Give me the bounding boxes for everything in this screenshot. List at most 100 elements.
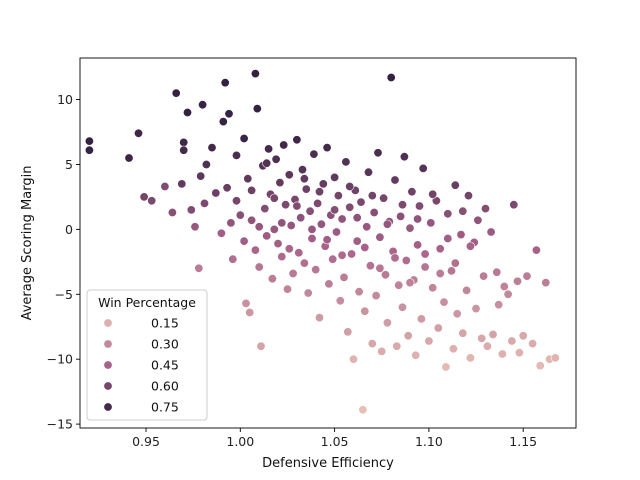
- data-point: [354, 287, 364, 297]
- data-point: [262, 158, 272, 168]
- data-point: [448, 344, 458, 354]
- data-point: [218, 117, 228, 127]
- data-point: [335, 296, 345, 306]
- data-point: [194, 263, 204, 273]
- data-point: [254, 222, 264, 232]
- data-point: [301, 184, 311, 194]
- data-point: [347, 249, 357, 259]
- data-point: [341, 157, 351, 167]
- data-point: [316, 219, 326, 229]
- data-point: [352, 236, 362, 246]
- data-point: [492, 267, 502, 277]
- data-point: [299, 174, 309, 184]
- legend-marker: [103, 339, 113, 349]
- data-point: [307, 234, 317, 244]
- data-point: [375, 232, 385, 242]
- data-point: [379, 193, 389, 203]
- data-point: [367, 339, 377, 349]
- data-point: [331, 227, 341, 237]
- data-point: [486, 227, 496, 237]
- data-point: [271, 154, 281, 164]
- data-point: [407, 187, 417, 197]
- x-axis-ticks: 0.95 1.00 1.05 1.10 1.15: [132, 428, 537, 449]
- data-point: [269, 224, 279, 234]
- data-point: [292, 201, 302, 211]
- data-point: [220, 78, 230, 88]
- data-point: [531, 245, 541, 255]
- data-point: [228, 254, 238, 264]
- data-point: [262, 231, 272, 241]
- data-point: [456, 230, 466, 240]
- data-point: [211, 188, 221, 198]
- data-point: [339, 272, 349, 282]
- data-point: [382, 219, 392, 229]
- data-point: [299, 258, 309, 268]
- data-point: [424, 336, 434, 346]
- data-point: [196, 171, 206, 181]
- y-tick-label: 0: [65, 222, 73, 237]
- data-point: [239, 236, 249, 246]
- data-point: [411, 350, 421, 360]
- data-point: [247, 185, 257, 195]
- data-point: [443, 234, 453, 244]
- data-point: [514, 348, 524, 358]
- data-point: [458, 206, 468, 216]
- data-point: [399, 152, 409, 162]
- data-point: [277, 218, 287, 228]
- x-tick-label: 1.15: [509, 434, 537, 449]
- data-point: [288, 268, 298, 278]
- data-point: [416, 314, 426, 324]
- data-point: [322, 235, 332, 245]
- data-point: [428, 283, 438, 293]
- data-point: [443, 209, 453, 219]
- data-point: [311, 265, 321, 275]
- data-point: [352, 213, 362, 223]
- data-point: [333, 191, 343, 201]
- data-point: [139, 192, 149, 202]
- data-point: [405, 223, 415, 233]
- data-point: [452, 309, 462, 319]
- data-point: [426, 218, 436, 228]
- data-point: [232, 150, 242, 160]
- data-point: [330, 172, 340, 182]
- y-axis-label: Average Scoring Margin: [20, 166, 35, 321]
- data-point: [160, 182, 170, 192]
- data-point: [232, 196, 242, 206]
- data-point: [207, 143, 217, 153]
- legend-box: [86, 289, 208, 421]
- data-point: [497, 349, 507, 359]
- data-point: [277, 252, 287, 262]
- data-point: [250, 245, 260, 255]
- data-point: [418, 163, 428, 173]
- data-point: [348, 354, 358, 364]
- data-point: [190, 222, 200, 232]
- data-point: [239, 134, 249, 144]
- data-point: [282, 284, 292, 294]
- data-point: [373, 148, 383, 158]
- legend-marker: [103, 381, 113, 391]
- data-point: [465, 353, 475, 363]
- data-point: [250, 69, 260, 79]
- data-point: [245, 307, 255, 317]
- data-point: [441, 362, 451, 372]
- data-point: [450, 180, 460, 190]
- data-point: [183, 108, 193, 118]
- data-point: [167, 208, 177, 218]
- data-point: [386, 73, 396, 83]
- data-point: [313, 198, 323, 208]
- data-point: [446, 266, 456, 276]
- y-tick-label: −10: [47, 352, 73, 367]
- data-point: [324, 279, 334, 289]
- data-point: [512, 276, 522, 286]
- data-point: [235, 210, 245, 220]
- data-point: [275, 178, 285, 188]
- data-point: [337, 214, 347, 224]
- data-point: [147, 196, 157, 206]
- data-point: [305, 206, 315, 216]
- data-point: [314, 187, 324, 197]
- x-tick-label: 1.00: [226, 434, 254, 449]
- data-point: [171, 88, 181, 98]
- x-axis-label: Defensive Efficiency: [262, 456, 394, 471]
- data-point: [200, 198, 210, 208]
- data-point: [269, 193, 279, 203]
